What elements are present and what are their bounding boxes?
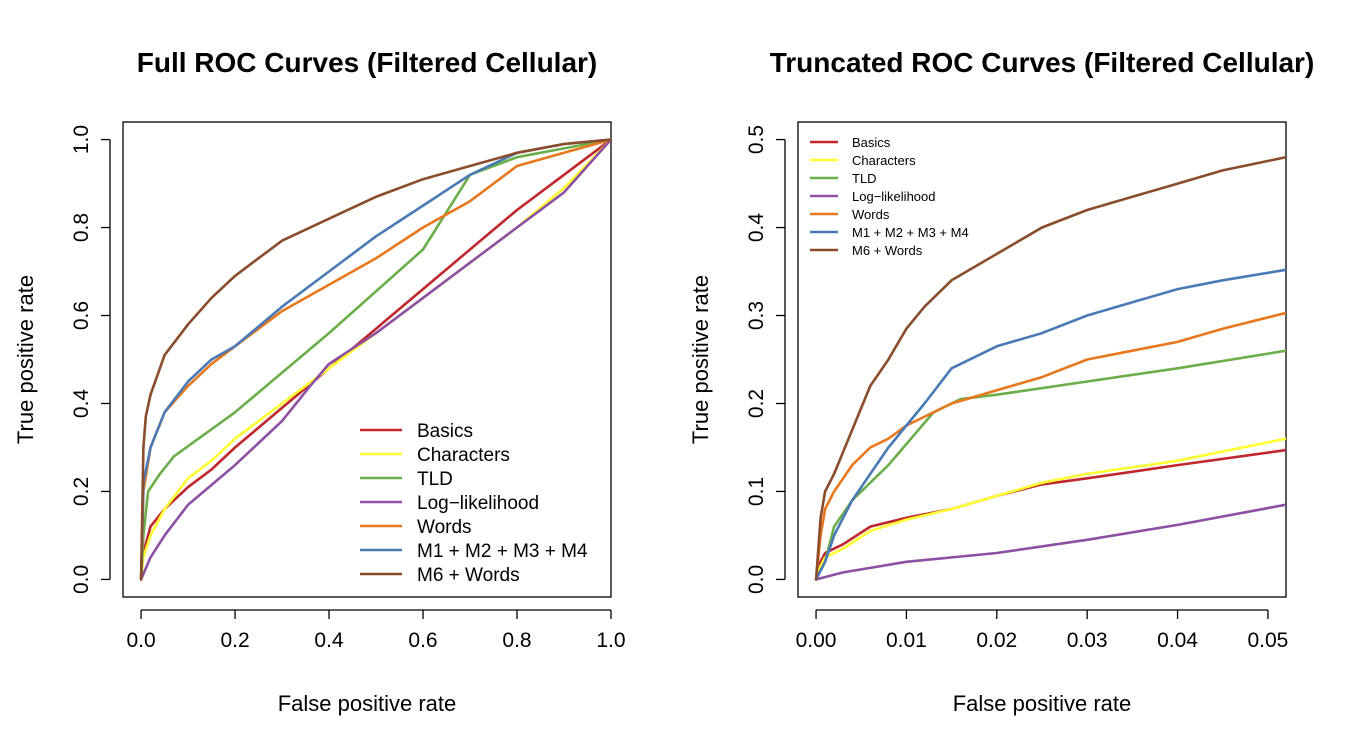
series-line-basics <box>814 448 1286 581</box>
y-axis-label: True positive rate <box>688 275 713 444</box>
y-tick-label: 1.0 <box>70 125 93 154</box>
x-tick-label: 0.03 <box>1067 629 1108 652</box>
series-line-m1-m2-m3-m4 <box>814 268 1286 581</box>
series-line-m6-words <box>814 155 1286 581</box>
x-axis-label: False positive rate <box>278 691 457 716</box>
chart-title: Full ROC Curves (Filtered Cellular) <box>137 47 598 78</box>
series-line-basics <box>139 138 611 581</box>
legend-label: M6 + Words <box>852 243 923 258</box>
chart-right-svg: Truncated ROC Curves (Filtered Cellular)… <box>688 47 1315 716</box>
x-tick-label: 0.4 <box>314 629 344 652</box>
series-line-characters <box>814 437 1286 581</box>
series-line-words <box>814 311 1286 581</box>
legend-label: Log−likelihood <box>417 493 539 514</box>
x-tick-label: 0.0 <box>126 629 155 652</box>
y-tick-label: 0.8 <box>70 213 93 242</box>
legend-label: M1 + M2 + M3 + M4 <box>417 541 588 562</box>
x-tick-label: 0.04 <box>1157 629 1198 652</box>
x-tick-label: 0.8 <box>502 629 531 652</box>
y-tick-label: 0.2 <box>745 389 768 418</box>
x-tick-label: 0.6 <box>408 629 437 652</box>
x-axis-label: False positive rate <box>953 691 1132 716</box>
legend-label: Words <box>417 517 472 538</box>
legend: Basics Characters TLD Log−likelihood Words M1… <box>810 135 969 258</box>
x-tick-label: 0.2 <box>220 629 249 652</box>
series-line-tld <box>139 138 611 581</box>
x-tick-label: 0.05 <box>1247 629 1288 652</box>
legend-label: M6 + Words <box>417 565 520 586</box>
series-group <box>139 138 611 581</box>
legend: Basics Characters TLD Log−likelihood Words M1… <box>360 421 588 586</box>
legend-label: Basics <box>852 135 891 150</box>
y-tick-label: 0.5 <box>745 125 768 154</box>
legend-label: Characters <box>417 445 510 466</box>
y-tick-label: 0.4 <box>745 213 768 243</box>
legend-label: TLD <box>852 171 877 186</box>
series-line-m1-m2-m3-m4 <box>139 138 611 581</box>
y-tick-label: 0.6 <box>70 301 93 330</box>
y-tick-label: 0.2 <box>70 477 93 506</box>
y-tick-label: 0.3 <box>745 301 768 330</box>
legend-label: Words <box>852 207 890 222</box>
y-tick-label: 0.4 <box>70 389 93 419</box>
y-axis-label: True positive rate <box>13 275 38 444</box>
legend-label: Basics <box>417 421 473 442</box>
x-tick-label: 0.00 <box>796 629 837 652</box>
chart-title: Truncated ROC Curves (Filtered Cellular) <box>770 47 1315 78</box>
y-tick-label: 0.0 <box>70 565 93 594</box>
x-tick-label: 1.0 <box>596 629 625 652</box>
series-line-log-likelihood <box>139 138 611 581</box>
x-tick-label: 0.01 <box>886 629 927 652</box>
chart-right: Truncated ROC Curves (Filtered Cellular)… <box>675 0 1350 750</box>
chart-left-svg: Full ROC Curves (Filtered Cellular) 0.0 0.… <box>13 47 626 716</box>
legend-label: TLD <box>417 469 453 490</box>
series-line-log-likelihood <box>814 503 1286 581</box>
chart-left: Full ROC Curves (Filtered Cellular) 0.0 0.… <box>13 47 626 716</box>
y-tick-label: 0.1 <box>745 477 768 506</box>
series-line-m6-words <box>139 138 611 581</box>
legend-label: M1 + M2 + M3 + M4 <box>852 225 969 240</box>
y-tick-label: 0.0 <box>745 565 768 594</box>
x-tick-label: 0.02 <box>976 629 1017 652</box>
legend-label: Characters <box>852 153 916 168</box>
plot-frame <box>122 121 612 598</box>
series-group <box>814 155 1286 581</box>
plot-frame <box>797 121 1287 598</box>
legend-label: Log−likelihood <box>852 189 935 204</box>
